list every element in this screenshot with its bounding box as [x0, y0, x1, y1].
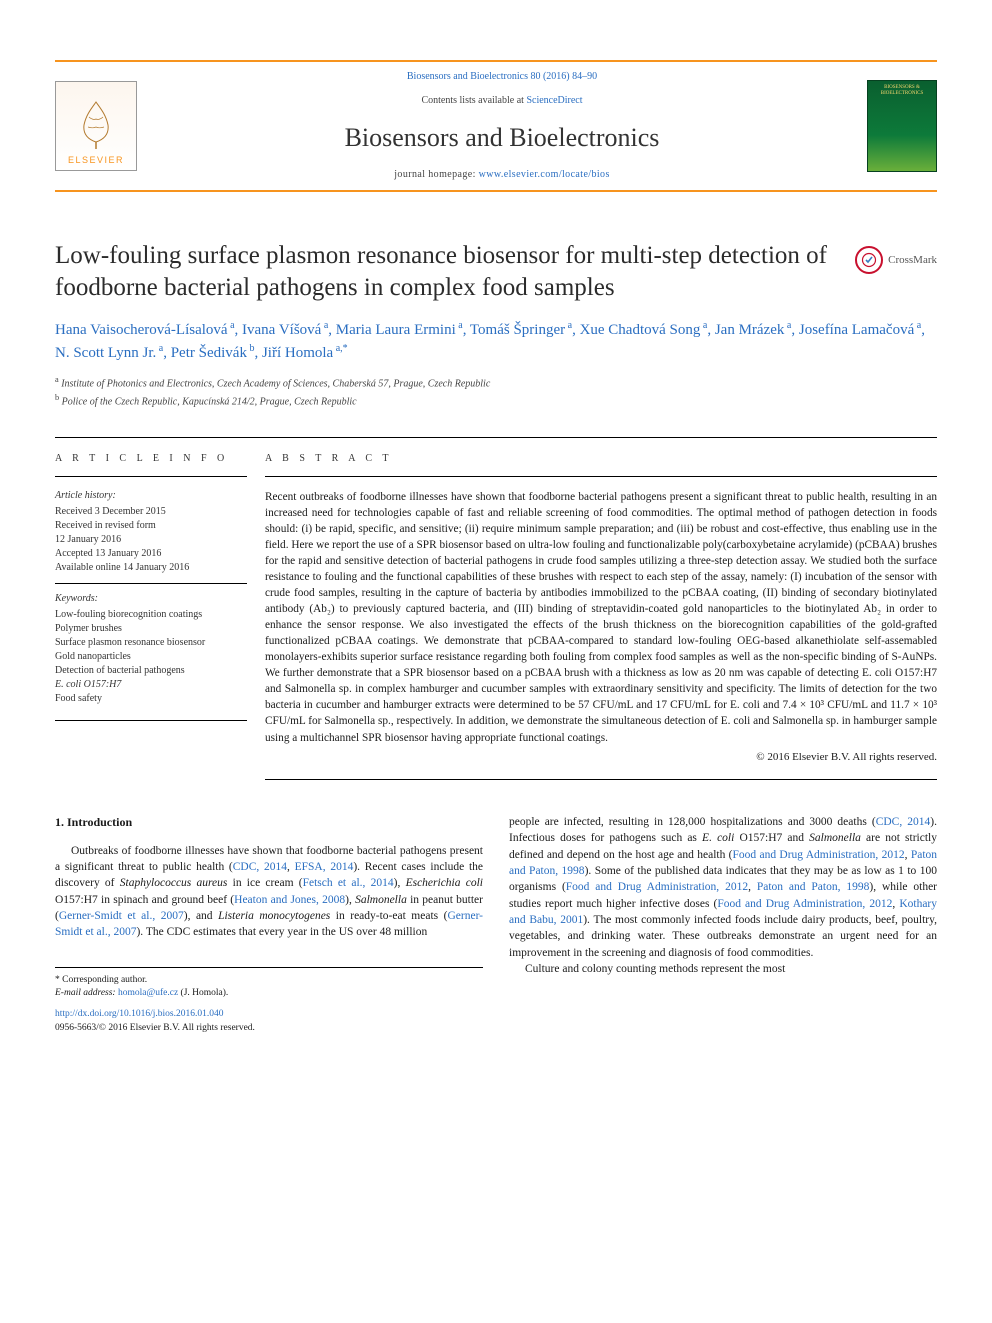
affiliation-a: a Institute of Photonics and Electronics… [55, 374, 937, 391]
history-head: Article history: [55, 489, 247, 503]
abstract-column: A B S T R A C T Recent outbreaks of food… [265, 438, 937, 780]
article-info-column: A R T I C L E I N F O Article history: R… [55, 438, 265, 780]
keyword: E. coli O157:H7 [55, 678, 247, 692]
history-line: Accepted 13 January 2016 [55, 547, 247, 561]
keyword: Gold nanoparticles [55, 650, 247, 664]
email-label: E-mail address: [55, 988, 118, 998]
title-row: Low-fouling surface plasmon resonance bi… [55, 240, 937, 303]
journal-homepage: journal homepage: www.elsevier.com/locat… [147, 168, 857, 182]
history-line: Received 3 December 2015 [55, 505, 247, 519]
affiliation-b: b Police of the Czech Republic, Kapucíns… [55, 392, 937, 409]
journal-cover-title: BIOSENSORS & BIOELECTRONICS [868, 85, 936, 96]
sciencedirect-link[interactable]: ScienceDirect [526, 95, 582, 106]
abstract-copyright: © 2016 Elsevier B.V. All rights reserved… [265, 750, 937, 765]
elsevier-wordmark: ELSEVIER [68, 154, 124, 167]
keywords-block: Keywords: Low-fouling biorecognition coa… [55, 592, 247, 706]
article-info-label: A R T I C L E I N F O [55, 452, 247, 477]
keyword: Detection of bacterial pathogens [55, 664, 247, 678]
body-col-right: people are infected, resulting in 128,00… [509, 814, 937, 1035]
intro-para-right-2: Culture and colony counting methods repr… [509, 961, 937, 977]
body-columns: 1. Introduction Outbreaks of foodborne i… [55, 814, 937, 1035]
crossmark-badge[interactable]: CrossMark [855, 246, 937, 274]
contents-prefix: Contents lists available at [421, 95, 526, 106]
footnotes: * Corresponding author. E-mail address: … [55, 967, 483, 1035]
affil-text-b: Police of the Czech Republic, Kapucínská… [59, 396, 356, 407]
abstract-text: Recent outbreaks of foodborne illnesses … [265, 489, 937, 746]
homepage-link[interactable]: www.elsevier.com/locate/bios [479, 169, 610, 180]
keywords-head: Keywords: [55, 592, 247, 606]
crossmark-icon [855, 246, 883, 274]
history-line: 12 January 2016 [55, 533, 247, 547]
header-center: Biosensors and Bioelectronics 80 (2016) … [137, 70, 867, 182]
elsevier-logo[interactable]: ELSEVIER [55, 81, 137, 171]
elsevier-tree-icon [71, 97, 121, 152]
affil-text-a: Institute of Photonics and Electronics, … [59, 379, 491, 390]
email-line: E-mail address: homola@ufe.cz (J. Homola… [55, 987, 483, 1000]
journal-title: Biosensors and Bioelectronics [147, 120, 857, 156]
info-abstract-block: A R T I C L E I N F O Article history: R… [55, 437, 937, 780]
article-title: Low-fouling surface plasmon resonance bi… [55, 240, 855, 303]
author-list: Hana Vaisocherová-Lísalová a, Ivana Víšo… [55, 319, 937, 365]
keyword: Food safety [55, 692, 247, 706]
crossmark-label: CrossMark [888, 253, 937, 268]
doi-line: http://dx.doi.org/10.1016/j.bios.2016.01… [55, 1008, 483, 1021]
history-line: Available online 14 January 2016 [55, 561, 247, 575]
homepage-prefix: journal homepage: [394, 169, 478, 180]
keyword: Surface plasmon resonance biosensor [55, 636, 247, 650]
abstract-label: A B S T R A C T [265, 452, 937, 477]
doi-link[interactable]: http://dx.doi.org/10.1016/j.bios.2016.01… [55, 1009, 223, 1019]
intro-para-left: Outbreaks of foodborne illnesses have sh… [55, 843, 483, 941]
body-col-left: 1. Introduction Outbreaks of foodborne i… [55, 814, 483, 1035]
article-history: Article history: Received 3 December 201… [55, 489, 247, 584]
journal-header: ELSEVIER Biosensors and Bioelectronics 8… [55, 60, 937, 192]
corresponding-email[interactable]: homola@ufe.cz [118, 988, 178, 998]
journal-cover-thumbnail[interactable]: BIOSENSORS & BIOELECTRONICS [867, 80, 937, 172]
email-suffix: (J. Homola). [178, 988, 228, 998]
affiliations: a Institute of Photonics and Electronics… [55, 374, 937, 409]
intro-para-right-1: people are infected, resulting in 128,00… [509, 814, 937, 961]
corresponding-author-note: * Corresponding author. [55, 974, 483, 987]
citation-line: Biosensors and Bioelectronics 80 (2016) … [147, 70, 857, 84]
issn-copyright: 0956-5663/© 2016 Elsevier B.V. All right… [55, 1022, 483, 1035]
keyword: Low-fouling biorecognition coatings [55, 608, 247, 622]
intro-heading: 1. Introduction [55, 814, 483, 831]
keyword: Polymer brushes [55, 622, 247, 636]
history-line: Received in revised form [55, 519, 247, 533]
contents-line: Contents lists available at ScienceDirec… [147, 94, 857, 108]
